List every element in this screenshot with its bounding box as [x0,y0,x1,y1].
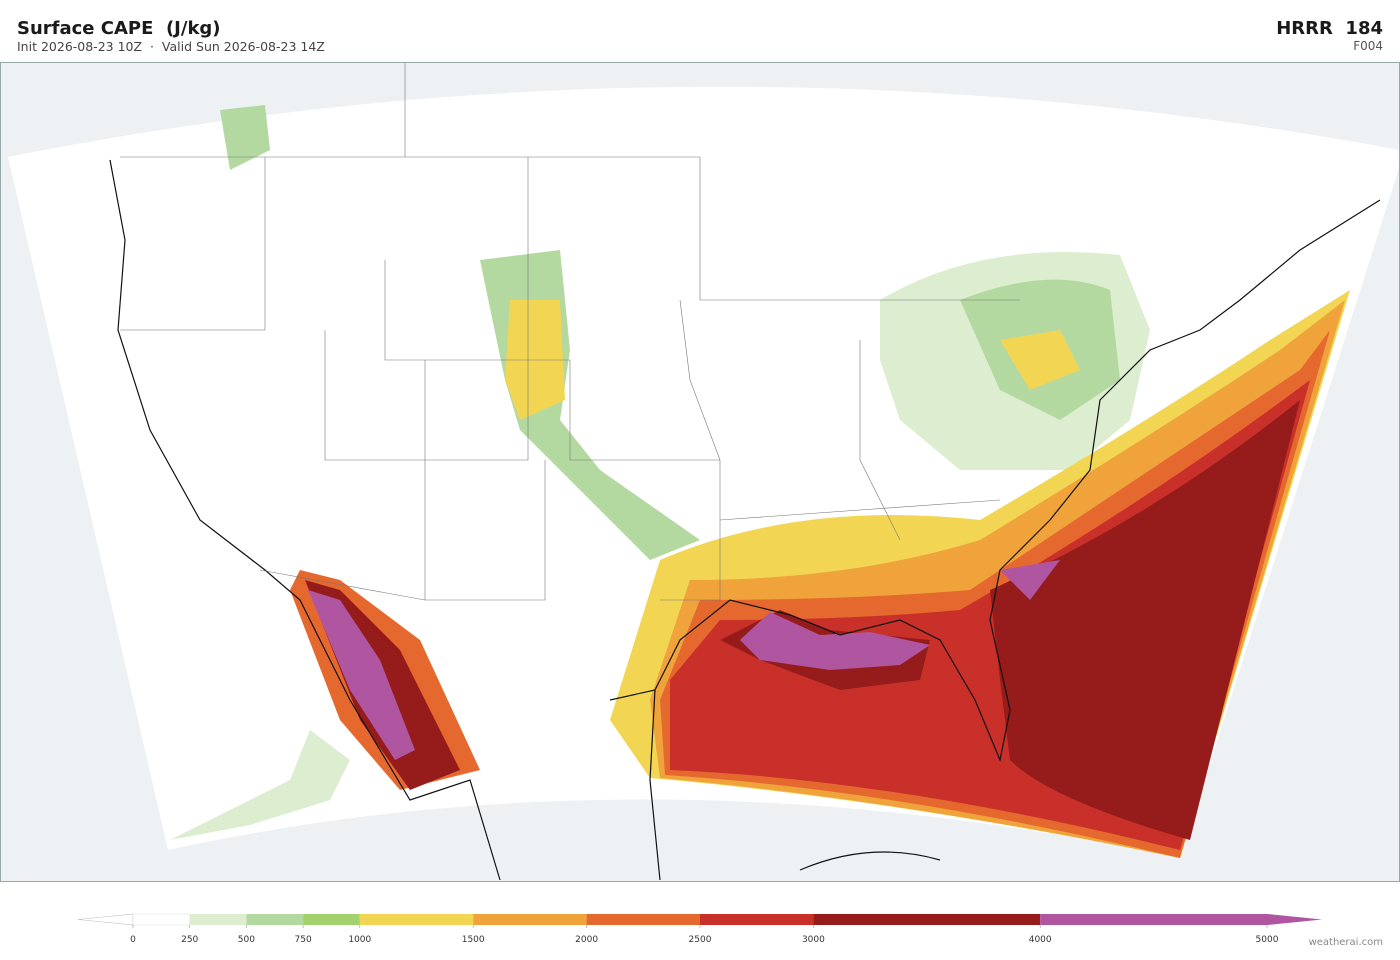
colorbar-segment [132,913,190,926]
colorbar-segment [700,914,814,925]
colorbar-over [1267,914,1322,925]
colorbar-segment [473,914,587,925]
colorbar: 0 250 500 750 1000 1500 2000 2500 3000 4000 5000 [77,913,1322,945]
colorbar-tick-label: 1000 [348,935,371,945]
colorbar-tick-label: 750 [295,935,312,945]
colorbar-segment [813,914,1041,925]
colorbar-tick-label: 5000 [1256,935,1279,945]
colorbar-segment [359,914,474,925]
colorbar-tick-label: 2000 [575,935,598,945]
state-borders [120,62,1020,601]
forecast-hour: F004 [1353,39,1383,53]
colorbar-tick-label: 500 [238,935,255,945]
map [0,62,1400,882]
colorbar-tick-label: 2500 [689,935,712,945]
colorbar-tick-label: 1500 [462,935,485,945]
colorbar-tick-label: 4000 [1029,935,1052,945]
colorbar-segment [586,914,700,925]
cape-field [170,105,1350,858]
colorbar-tick-label: 3000 [802,935,825,945]
colorbar-segment [303,914,360,925]
colorbar-tick-label: 0 [130,935,136,945]
credit: weatherai.com [1309,937,1383,948]
subtitle: Init 2026-08-23 10Z · Valid Sun 2026-08-… [17,39,325,54]
model-label: HRRR 184 [1276,18,1383,39]
colorbar-segment [246,914,304,925]
title: Surface CAPE (J/kg) [17,18,221,39]
colorbar-under [77,913,134,926]
colorbar-segment [1040,914,1267,925]
colorbar-segment [189,914,247,925]
coastline [109,159,1381,881]
colorbar-tick-label: 250 [181,935,198,945]
